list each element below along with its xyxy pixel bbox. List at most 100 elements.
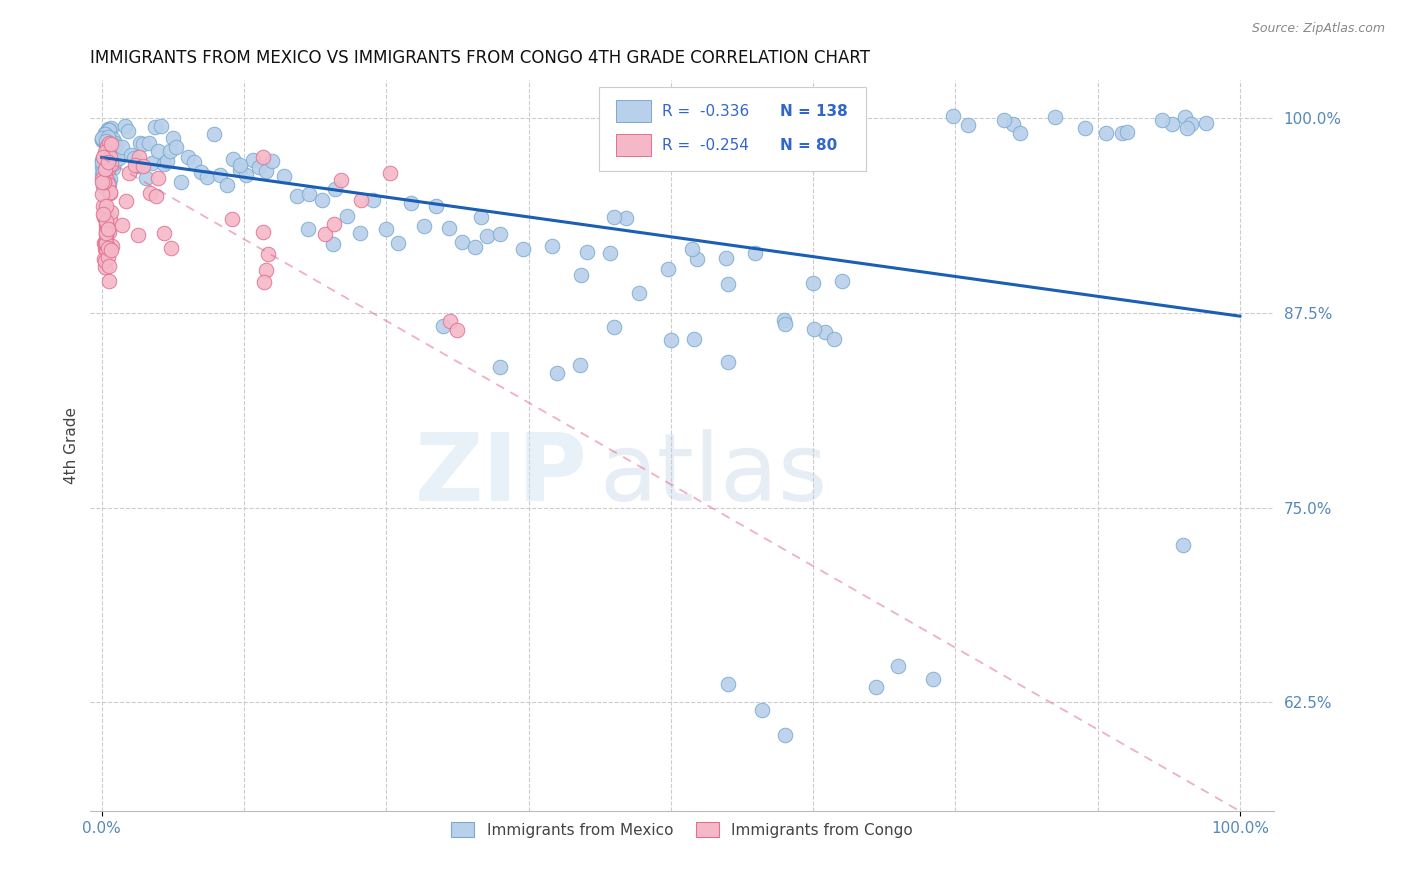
Point — [249, 160, 271, 174]
Point — [132, 136, 155, 151]
Point — [322, 237, 344, 252]
Point — [96, 139, 118, 153]
Point — [814, 325, 837, 339]
Point — [101, 149, 124, 163]
Point — [1150, 113, 1173, 128]
Point — [751, 703, 773, 717]
Point — [170, 175, 193, 189]
Point — [165, 140, 187, 154]
Point — [451, 235, 474, 249]
Point — [94, 260, 117, 274]
Point — [717, 355, 740, 369]
Point — [627, 285, 650, 300]
Point — [91, 133, 114, 147]
Point — [262, 154, 284, 169]
Point — [285, 189, 308, 203]
Point — [145, 189, 167, 203]
Point — [94, 138, 117, 153]
Point — [94, 145, 117, 159]
Point — [100, 137, 122, 152]
Point — [96, 122, 118, 136]
Point — [314, 227, 336, 242]
Point — [159, 144, 181, 158]
Point — [97, 222, 120, 236]
Point — [96, 226, 118, 240]
Point — [209, 168, 232, 182]
Point — [156, 154, 179, 169]
Point — [91, 167, 114, 181]
Point — [349, 226, 371, 240]
Point — [162, 130, 184, 145]
Point — [744, 245, 766, 260]
Point — [257, 247, 280, 261]
Point — [197, 169, 219, 184]
Point — [425, 199, 447, 213]
Point — [603, 320, 626, 334]
Text: N = 138: N = 138 — [780, 103, 848, 119]
Point — [149, 120, 172, 134]
Point — [94, 209, 117, 223]
Point — [127, 228, 149, 243]
Point — [1045, 111, 1067, 125]
Point — [96, 140, 118, 154]
Point — [97, 136, 120, 151]
Point — [540, 238, 562, 252]
Point — [91, 150, 114, 164]
Point — [118, 166, 141, 180]
Point — [101, 137, 124, 152]
Point — [100, 139, 122, 153]
Point — [94, 199, 117, 213]
Point — [100, 204, 122, 219]
Point — [603, 210, 626, 224]
Point — [132, 159, 155, 173]
Point — [98, 123, 121, 137]
Point — [94, 215, 117, 229]
Point — [90, 131, 112, 145]
Point — [437, 220, 460, 235]
Point — [1095, 126, 1118, 140]
Point — [152, 157, 174, 171]
Point — [98, 129, 121, 144]
Point — [297, 221, 319, 235]
Point — [94, 227, 117, 241]
Point — [942, 109, 965, 123]
Point — [114, 120, 136, 134]
Point — [97, 173, 120, 187]
Point — [108, 151, 131, 165]
Point — [100, 244, 122, 258]
Point — [138, 136, 160, 150]
Point — [91, 164, 114, 178]
Point — [91, 154, 114, 169]
Point — [93, 209, 115, 223]
Point — [887, 659, 910, 673]
Point — [97, 158, 120, 172]
Point — [96, 173, 118, 187]
Point — [141, 156, 163, 170]
Point — [657, 262, 679, 277]
Point — [865, 680, 887, 694]
Point — [160, 241, 183, 255]
Point — [993, 112, 1015, 127]
Point — [252, 151, 274, 165]
Point — [803, 322, 825, 336]
Point — [464, 240, 486, 254]
Point — [146, 144, 169, 158]
Point — [273, 169, 295, 184]
Point — [153, 226, 176, 240]
Point — [659, 333, 682, 347]
Point — [242, 153, 264, 168]
Point — [378, 166, 401, 180]
Point — [143, 120, 166, 134]
Point — [122, 151, 145, 165]
Point — [446, 323, 468, 337]
Point — [101, 152, 124, 166]
Point — [96, 162, 118, 177]
Point — [1074, 120, 1097, 135]
Point — [252, 226, 274, 240]
Point — [921, 672, 943, 686]
Point — [801, 276, 824, 290]
Point — [148, 170, 170, 185]
Text: Source: ZipAtlas.com: Source: ZipAtlas.com — [1251, 22, 1385, 36]
Point — [323, 182, 346, 196]
Point — [93, 161, 115, 176]
